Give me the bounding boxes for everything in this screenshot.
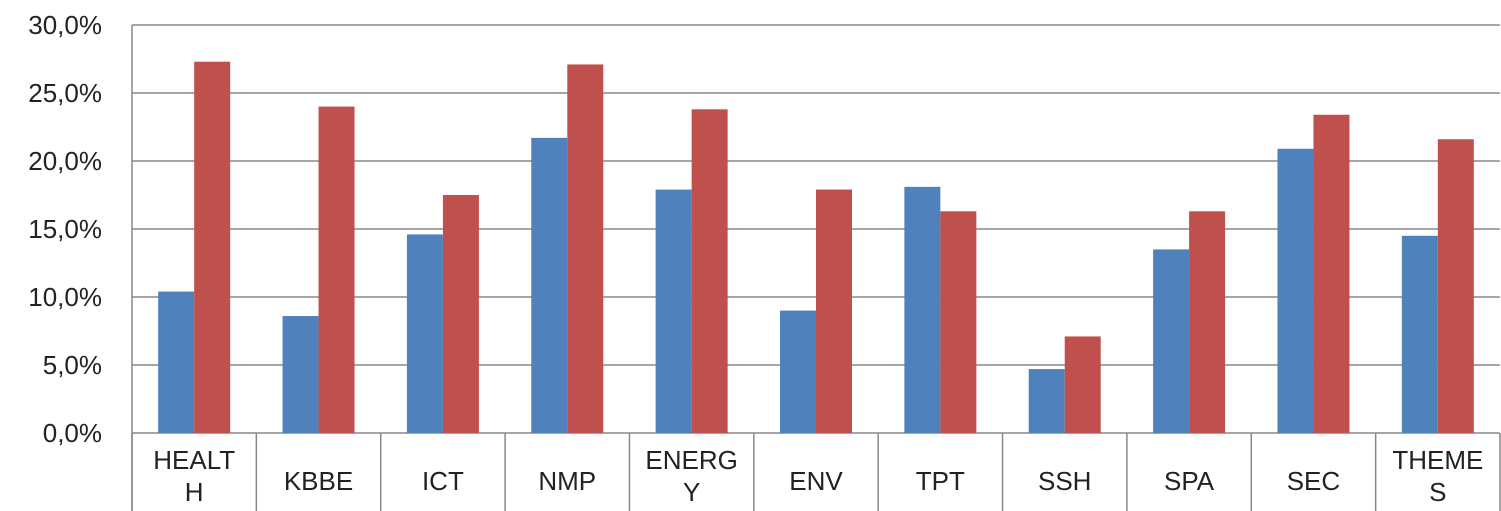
y-tick-label: 30,0% — [28, 10, 102, 40]
bar — [904, 186, 941, 433]
x-tick-label: S — [1429, 477, 1446, 507]
bar — [1064, 336, 1101, 433]
bar — [816, 189, 852, 433]
bar — [318, 106, 355, 433]
x-tick-label: KBBE — [284, 466, 353, 496]
y-tick-label: 20,0% — [28, 146, 102, 176]
x-tick-label: HEALT — [153, 445, 235, 475]
bar — [194, 61, 231, 433]
bar — [655, 189, 692, 433]
bar — [442, 195, 479, 433]
x-tick-label: ICT — [422, 466, 464, 496]
x-tick-label: H — [185, 477, 204, 507]
x-tick-label: THEME — [1392, 445, 1483, 475]
x-tick-label: SEC — [1287, 466, 1340, 496]
y-tick-label: 15,0% — [28, 214, 102, 244]
bar — [1277, 148, 1314, 433]
bar — [1153, 249, 1190, 433]
bar — [158, 291, 195, 433]
bar — [406, 234, 443, 433]
x-tick-label: SSH — [1038, 466, 1091, 496]
bar — [1437, 139, 1474, 434]
bar — [531, 137, 568, 433]
x-tick-label: Y — [683, 477, 700, 507]
bar — [567, 64, 604, 433]
y-tick-label: 0,0% — [43, 418, 102, 448]
bar — [1313, 114, 1350, 433]
y-tick-label: 25,0% — [28, 78, 102, 108]
x-tick-label: SPA — [1164, 466, 1215, 496]
x-tick-label: TPT — [916, 466, 965, 496]
y-tick-label: 10,0% — [28, 282, 102, 312]
bar — [691, 109, 728, 433]
y-tick-label: 5,0% — [43, 350, 102, 380]
x-tick-label: ENERG — [645, 445, 737, 475]
bar — [1028, 369, 1065, 433]
bar — [940, 211, 977, 433]
bar — [780, 310, 816, 433]
bar — [282, 316, 319, 433]
bar — [1189, 211, 1226, 433]
x-tick-label: NMP — [538, 466, 596, 496]
bar — [1401, 235, 1438, 433]
x-tick-label: ENV — [789, 466, 843, 496]
